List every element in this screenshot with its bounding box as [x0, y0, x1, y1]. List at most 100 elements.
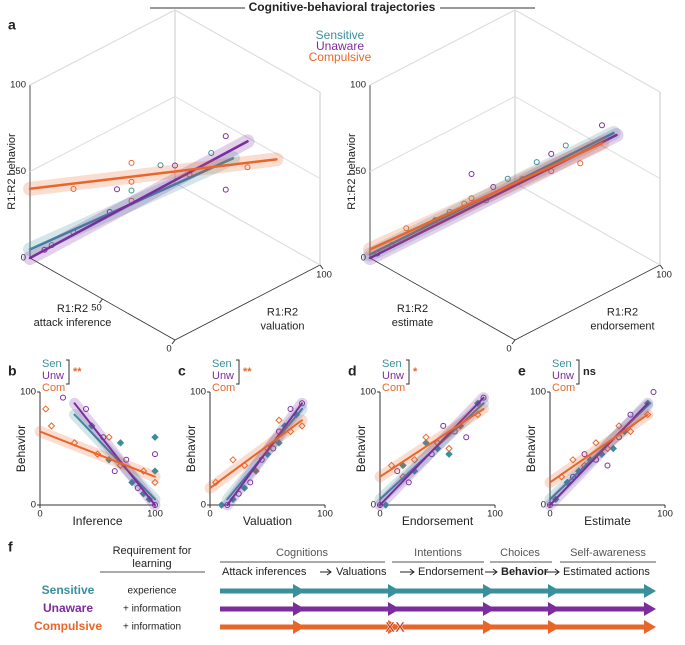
- y-tick-label: 100: [360, 387, 376, 398]
- z-tick-label: 100: [656, 270, 672, 281]
- y-tick-label: 100: [20, 387, 36, 398]
- x-axis-label: R1:R2: [57, 303, 88, 315]
- panel-label: a: [8, 17, 16, 33]
- point: [468, 170, 475, 177]
- point: [570, 473, 576, 480]
- arrow-head: [548, 620, 560, 634]
- x-tick-label: 0: [207, 509, 212, 520]
- legend-entry: Unaware: [316, 39, 364, 53]
- point: [463, 434, 470, 441]
- requirement: + information: [123, 622, 181, 633]
- y-tick-label: 0: [371, 500, 376, 511]
- header: Requirement for: [113, 545, 192, 557]
- point: [139, 467, 148, 475]
- tick: [171, 339, 176, 345]
- point: [128, 159, 135, 166]
- arrow-head: [483, 584, 495, 598]
- tick: [319, 264, 324, 270]
- panel-label: d: [348, 363, 357, 379]
- point: [615, 422, 623, 430]
- legend-entry: Sen: [552, 358, 572, 370]
- stage: Attack inferences: [222, 566, 307, 578]
- y-tick-label: 0: [31, 500, 36, 511]
- group: Intentions: [414, 547, 462, 559]
- z-axis-label: R1:R2: [267, 306, 298, 318]
- y-axis-label: Behavior: [354, 425, 368, 472]
- legend-entry: Unw: [382, 370, 404, 382]
- point: [275, 439, 283, 447]
- point: [399, 461, 407, 470]
- grid-line: [514, 182, 661, 266]
- legend-entry: Com: [42, 382, 65, 394]
- point: [123, 456, 130, 463]
- legend-entry: Unw: [212, 370, 234, 382]
- x-axis: [369, 257, 516, 341]
- fit-line: [73, 413, 156, 501]
- significance: ns: [583, 366, 596, 378]
- x-axis-label: attack inference: [34, 317, 112, 329]
- point: [60, 394, 66, 401]
- y-tick-label: 0: [541, 500, 546, 511]
- fit-line: [549, 402, 649, 506]
- arrow-head: [293, 602, 305, 616]
- grid-line: [29, 96, 176, 172]
- point: [599, 122, 605, 129]
- x-tick-label: 0: [377, 509, 382, 520]
- legend-bracket: [576, 359, 580, 385]
- group: Self-awareness: [570, 547, 646, 559]
- point: [287, 405, 294, 412]
- point: [247, 479, 254, 486]
- x-tick-label: 0: [37, 509, 42, 520]
- panel-label: e: [518, 363, 526, 379]
- group: Choices: [500, 547, 540, 559]
- y-tick-label: 50: [15, 166, 26, 177]
- grid-line: [369, 9, 516, 86]
- significance: *: [413, 366, 418, 378]
- legend-entry: Unw: [552, 370, 574, 382]
- grid-line: [29, 9, 176, 86]
- point: [382, 501, 390, 509]
- point: [128, 187, 135, 194]
- point: [151, 433, 159, 441]
- arrow-head: [293, 620, 305, 634]
- point: [626, 427, 635, 436]
- arrow-head: [388, 602, 400, 616]
- stage: Behavior: [501, 566, 549, 578]
- row-name: Sensitive: [42, 583, 95, 597]
- point: [468, 195, 475, 202]
- arrow-head: [548, 584, 560, 598]
- point: [240, 484, 249, 492]
- y-axis-label: Behavior: [524, 425, 538, 472]
- point: [577, 160, 584, 167]
- arrow-head: [644, 602, 656, 616]
- legend-entry: Com: [212, 382, 235, 394]
- point: [504, 175, 511, 182]
- point: [114, 186, 120, 193]
- y-tick-label: 100: [350, 80, 366, 91]
- legend-entry: Sen: [42, 358, 62, 370]
- point: [217, 501, 226, 509]
- stage: Valuations: [336, 566, 387, 578]
- y-axis-label: R1:R2 behavior: [6, 133, 18, 210]
- legend-entry: Sen: [212, 358, 232, 370]
- legend-bracket: [236, 359, 240, 385]
- point: [377, 502, 383, 508]
- arrow-head: [293, 584, 305, 598]
- point: [222, 186, 229, 193]
- point: [394, 468, 401, 475]
- y-tick-label: 0: [361, 253, 366, 264]
- arrow-head: [388, 620, 400, 634]
- tick: [659, 264, 664, 270]
- grid-line: [174, 182, 321, 266]
- figure-title: Cognitive-behavioral trajectories: [249, 0, 436, 14]
- point: [152, 451, 158, 458]
- x-tick-label: 100: [147, 509, 163, 520]
- arrow-head: [388, 584, 400, 598]
- requirement: experience: [128, 586, 177, 597]
- significance: **: [243, 366, 252, 378]
- z-axis-label: endorsement: [590, 320, 654, 332]
- point: [650, 389, 657, 395]
- point: [440, 422, 447, 429]
- point: [116, 439, 125, 447]
- point: [83, 405, 89, 412]
